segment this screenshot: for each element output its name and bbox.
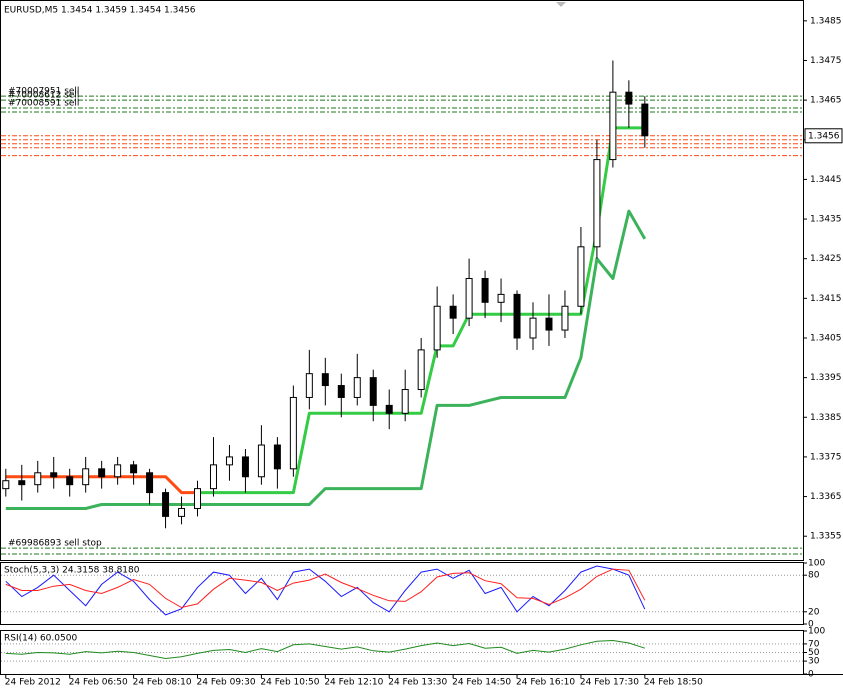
y-tick-label: 1.3425 — [810, 254, 842, 264]
candle-body — [194, 488, 202, 509]
y-tick-label: 100 — [808, 627, 825, 637]
candle-body — [561, 305, 569, 331]
x-tick-label: 24 Feb 18:50 — [644, 678, 703, 688]
x-tick-label: 24 Feb 14:50 — [452, 678, 511, 688]
candle-body — [50, 472, 58, 478]
x-tick-label: 24 Feb 08:10 — [133, 678, 192, 688]
candle-body — [18, 480, 26, 486]
order-label: #70008591 sell — [8, 99, 79, 109]
candle-body — [353, 377, 361, 398]
stoch-frame — [0, 562, 804, 625]
candle-body — [178, 507, 186, 517]
trail-line — [197, 126, 645, 495]
y-tick-label: 1.3375 — [810, 452, 842, 462]
y-tick-label: 1.3465 — [810, 96, 842, 106]
y-tick-label: 1.3475 — [810, 56, 842, 66]
candle-body — [577, 246, 585, 307]
candle-body — [545, 317, 553, 331]
indicator-title: RSI(14) 60.0500 — [4, 634, 77, 644]
main-frame — [0, 0, 804, 561]
candle-body — [2, 480, 10, 490]
candle-body — [401, 389, 409, 414]
y-tick-label: 1.3485 — [810, 16, 842, 26]
candle-body — [225, 456, 233, 466]
y-tick-label: 1.3405 — [810, 333, 842, 343]
candle-body — [98, 468, 106, 478]
y-tick-label: 70 — [808, 639, 820, 649]
y-tick-label: 1.3365 — [810, 492, 842, 502]
candle-body — [257, 444, 265, 478]
x-tick-label: 24 Feb 2012 — [5, 678, 61, 688]
price-marker — [804, 128, 843, 144]
trail-line — [5, 209, 647, 510]
y-tick-label: 1.3435 — [810, 215, 842, 225]
candle-body — [369, 377, 377, 406]
candle-body — [34, 472, 42, 486]
candle-body — [241, 456, 249, 478]
candle-body — [146, 472, 154, 494]
price-label: 1.3456 — [808, 131, 840, 141]
x-tick-label: 24 Feb 09:30 — [197, 678, 256, 688]
candle-body — [449, 305, 457, 319]
x-tick-label: 24 Feb 10:50 — [260, 678, 319, 688]
x-tick-label: 24 Feb 06:50 — [69, 678, 128, 688]
x-tick-label: 24 Feb 17:30 — [580, 678, 639, 688]
candle-body — [66, 476, 74, 486]
candle-body — [162, 492, 170, 517]
y-tick-label: 0 — [808, 620, 814, 630]
candle-body — [609, 91, 617, 161]
y-tick-label: 80 — [808, 571, 820, 581]
y-tick-label: 1.3445 — [810, 175, 842, 185]
y-tick-label: 30 — [808, 657, 820, 667]
indicator-title: Stoch(5,3,3) 24.3158 38.8180 — [4, 566, 140, 576]
y-tick-label: 1.3415 — [810, 294, 842, 304]
candle-body — [305, 373, 313, 398]
candle-body — [417, 349, 425, 391]
order-label: #70008612 sell — [8, 91, 79, 101]
candle-body — [465, 278, 473, 319]
y-tick-label: 1.3395 — [810, 373, 842, 383]
candle-body — [481, 278, 489, 303]
candle-body — [625, 91, 633, 105]
candle-body — [529, 317, 537, 339]
candle-body — [433, 305, 441, 351]
candle-body — [273, 444, 281, 470]
shift-marker — [556, 2, 566, 7]
candle-body — [209, 464, 217, 490]
order-label: #70007951 sell — [8, 87, 79, 97]
candle-body — [641, 103, 649, 137]
candle-body — [513, 293, 521, 339]
candle-body — [593, 159, 601, 248]
y-tick-label: 1.3385 — [810, 413, 842, 423]
candle-body — [289, 396, 297, 470]
y-tick-label: 100 — [808, 559, 825, 569]
candle-body — [385, 404, 393, 414]
x-tick-label: 24 Feb 16:10 — [516, 678, 575, 688]
x-tick-label: 24 Feb 12:10 — [324, 678, 383, 688]
x-tick-label: 24 Feb 13:30 — [388, 678, 447, 688]
y-tick-label: 0 — [808, 670, 814, 680]
candle-body — [321, 373, 329, 387]
chart-title: EURUSD,M5 1.3454 1.3459 1.3454 1.3456 — [4, 6, 196, 16]
y-tick-label: 20 — [808, 607, 820, 617]
candle-body — [130, 464, 138, 474]
indicator-line — [5, 565, 646, 616]
order-label: #69986893 sell stop — [8, 539, 102, 549]
y-tick-label: 1.3355 — [810, 532, 842, 542]
indicator-line — [5, 639, 645, 660]
indicator-line — [5, 568, 646, 609]
candle-body — [497, 293, 505, 303]
y-tick-label: 50 — [808, 648, 820, 658]
candle-body — [337, 385, 345, 398]
candle-body — [114, 464, 122, 478]
candle-body — [82, 468, 90, 486]
